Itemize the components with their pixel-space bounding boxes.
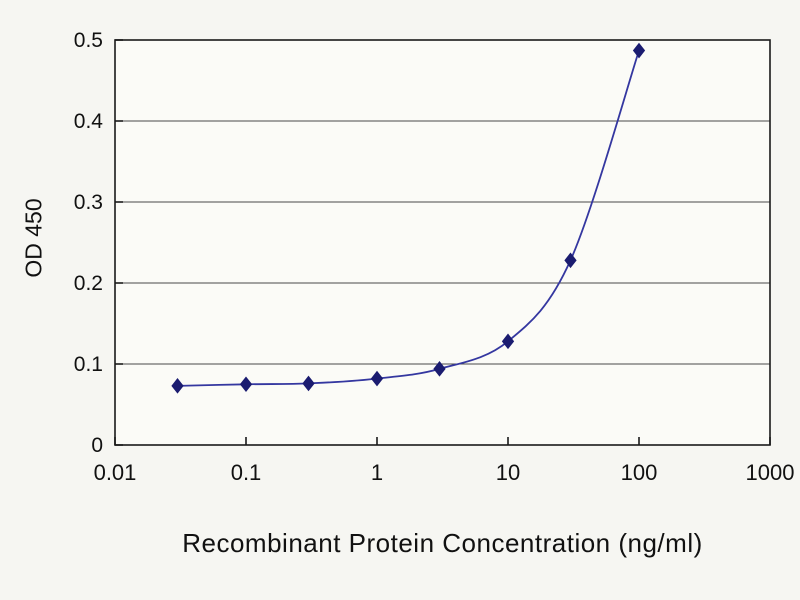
data-point-marker xyxy=(632,42,646,59)
x-tick-label: 100 xyxy=(621,460,658,485)
x-tick-label: 10 xyxy=(496,460,520,485)
y-tick-label: 0 xyxy=(91,434,103,457)
y-tick-label: 0.1 xyxy=(74,353,103,376)
data-point-marker xyxy=(370,370,384,387)
data-point-marker xyxy=(564,252,577,269)
x-tick-label: 1000 xyxy=(746,460,795,485)
data-point-marker xyxy=(239,376,253,393)
data-point-marker xyxy=(302,375,315,392)
y-tick-label: 0.4 xyxy=(74,110,104,133)
x-tick-label: 0.1 xyxy=(231,460,262,485)
data-point-marker xyxy=(501,333,515,350)
y-tick-label: 0.5 xyxy=(74,29,103,52)
plot-area xyxy=(115,40,770,445)
x-tick-label: 0.01 xyxy=(94,460,137,485)
plot-frame xyxy=(114,39,771,446)
data-point-marker xyxy=(433,361,446,377)
x-axis-label: Recombinant Protein Concentration (ng/ml… xyxy=(182,528,703,558)
data-point-marker xyxy=(171,378,184,394)
y-tick-label: 0.3 xyxy=(74,191,103,214)
y-tick-label: 0.2 xyxy=(74,272,103,295)
x-tick-label: 1 xyxy=(371,460,383,485)
y-axis-label: OD 450 xyxy=(20,198,47,278)
